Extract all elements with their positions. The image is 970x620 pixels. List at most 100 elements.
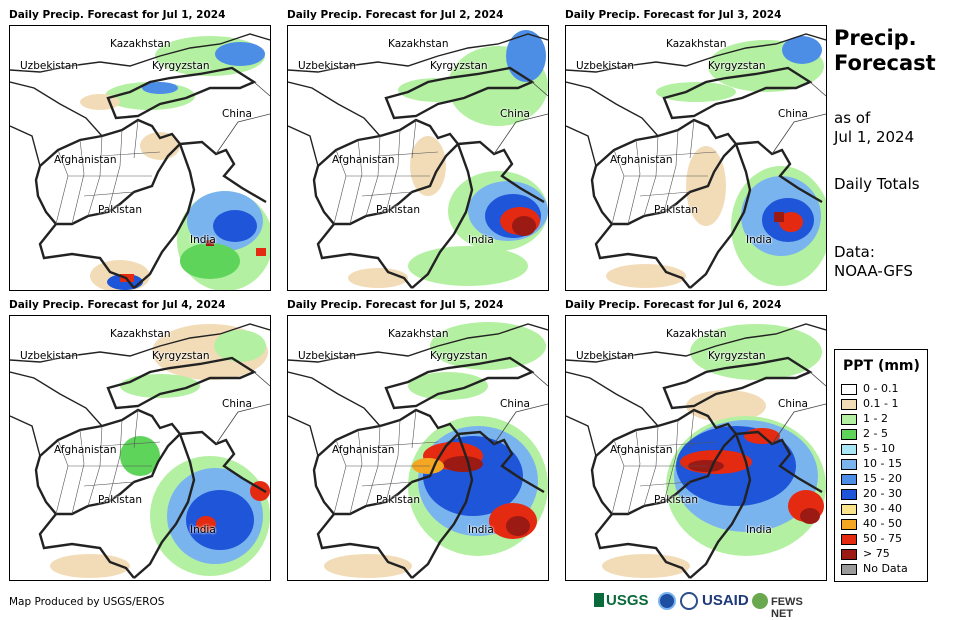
legend-swatch	[841, 428, 857, 440]
label-kyrgyzstan: Kyrgyzstan	[708, 60, 766, 72]
label-kazakhstan: Kazakhstan	[388, 328, 449, 340]
usgs-logo	[594, 593, 604, 607]
label-pakistan: Pakistan	[98, 494, 142, 506]
label-china: China	[778, 108, 808, 120]
legend-swatch	[841, 398, 857, 410]
legend-title: PPT (mm)	[843, 358, 920, 374]
legend-item: 1 - 2	[841, 412, 888, 425]
label-pakistan: Pakistan	[376, 204, 420, 216]
label-pakistan: Pakistan	[98, 204, 142, 216]
panel-title: Daily Precip. Forecast for Jul 5, 2024	[287, 299, 504, 311]
legend-swatch	[841, 503, 857, 515]
label-kazakhstan: Kazakhstan	[110, 328, 171, 340]
legend-label: 50 - 75	[863, 532, 902, 545]
precip-map: Kazakhstan Uzbekistan Kyrgyzstan China A…	[9, 315, 271, 581]
sidebar-title-line2: Forecast	[834, 51, 936, 75]
panel-title: Daily Precip. Forecast for Jul 1, 2024	[9, 9, 226, 21]
sidebar-title: Precip. Forecast	[834, 26, 936, 76]
legend-item: 50 - 75	[841, 532, 902, 545]
as-of-label: as of	[834, 109, 871, 127]
legend-swatch	[841, 443, 857, 455]
legend-label: 1 - 2	[863, 412, 888, 425]
label-kazakhstan: Kazakhstan	[666, 328, 727, 340]
legend: PPT (mm) 0 - 0.1 0.1 - 1 1 - 2 2 - 5 5 - 10 1…	[834, 349, 928, 582]
precip-map: Kazakhstan Uzbekistan Kyrgyzstan China A…	[565, 315, 827, 581]
label-china: China	[778, 398, 808, 410]
label-kyrgyzstan: Kyrgyzstan	[152, 60, 210, 72]
precip-map: Kazakhstan Uzbekistan Kyrgyzstan China A…	[287, 25, 549, 291]
legend-swatch	[841, 383, 857, 395]
legend-label: 0.1 - 1	[863, 397, 899, 410]
data-source-label: Data:	[834, 243, 875, 261]
legend-label: > 75	[863, 547, 890, 560]
label-kyrgyzstan: Kyrgyzstan	[152, 350, 210, 362]
legend-swatch	[841, 548, 857, 560]
label-kyrgyzstan: Kyrgyzstan	[430, 350, 488, 362]
legend-label: 10 - 15	[863, 457, 902, 470]
legend-item: No Data	[841, 562, 908, 575]
forecast-panel-jul-2: Daily Precip. Forecast for Jul 2, 2024 K…	[287, 9, 549, 293]
legend-label: 2 - 5	[863, 427, 888, 440]
footer-credit: Map Produced by USGS/EROS	[9, 596, 165, 608]
label-kyrgyzstan: Kyrgyzstan	[430, 60, 488, 72]
legend-item: 0.1 - 1	[841, 397, 898, 410]
usaid-logo-text: USAID	[702, 592, 749, 609]
forecast-panel-jul-1: Daily Precip. Forecast for Jul 1, 2024 K…	[9, 9, 271, 293]
label-uzbekistan: Uzbekistan	[298, 60, 356, 72]
legend-item: 2 - 5	[841, 427, 888, 440]
precip-map-svg	[566, 322, 826, 580]
precip-map-svg	[288, 322, 548, 580]
legend-label: No Data	[863, 562, 908, 575]
label-kazakhstan: Kazakhstan	[388, 38, 449, 50]
label-afghanistan: Afghanistan	[54, 154, 117, 166]
label-india: India	[746, 234, 772, 246]
usgs-logo-text: USGS	[606, 592, 649, 609]
label-china: China	[500, 108, 530, 120]
legend-item: 0 - 0.1	[841, 382, 898, 395]
legend-swatch	[841, 563, 857, 575]
as-of-date: Jul 1, 2024	[834, 128, 915, 146]
legend-item: 15 - 20	[841, 472, 902, 485]
label-kyrgyzstan: Kyrgyzstan	[708, 350, 766, 362]
label-kazakhstan: Kazakhstan	[110, 38, 171, 50]
label-india: India	[746, 524, 772, 536]
legend-item: 5 - 10	[841, 442, 895, 455]
panel-title: Daily Precip. Forecast for Jul 3, 2024	[565, 9, 782, 21]
label-afghanistan: Afghanistan	[54, 444, 117, 456]
label-india: India	[468, 234, 494, 246]
seal-logo-icon	[680, 592, 698, 610]
label-china: China	[500, 398, 530, 410]
precip-map-svg	[566, 32, 826, 290]
daily-totals-label: Daily Totals	[834, 175, 920, 193]
legend-item: 20 - 30	[841, 487, 902, 500]
label-uzbekistan: Uzbekistan	[20, 60, 78, 72]
panel-title: Daily Precip. Forecast for Jul 4, 2024	[9, 299, 226, 311]
legend-label: 40 - 50	[863, 517, 902, 530]
label-china: China	[222, 398, 252, 410]
precip-map: Kazakhstan Uzbekistan Kyrgyzstan China A…	[9, 25, 271, 291]
legend-swatch	[841, 473, 857, 485]
sidebar-title-line1: Precip.	[834, 26, 917, 50]
legend-swatch	[841, 533, 857, 545]
logo-strip: USGS USAID FEWS NET	[594, 591, 826, 620]
legend-item: 30 - 40	[841, 502, 902, 515]
legend-swatch	[841, 458, 857, 470]
label-afghanistan: Afghanistan	[610, 154, 673, 166]
precip-map: Kazakhstan Uzbekistan Kyrgyzstan China A…	[287, 315, 549, 581]
data-source-value: NOAA-GFS	[834, 262, 913, 280]
label-pakistan: Pakistan	[654, 204, 698, 216]
label-afghanistan: Afghanistan	[332, 444, 395, 456]
legend-label: 20 - 30	[863, 487, 902, 500]
fewsnet-logo-text: FEWS NET	[771, 596, 803, 620]
legend-label: 5 - 10	[863, 442, 895, 455]
legend-label: 0 - 0.1	[863, 382, 899, 395]
label-china: China	[222, 108, 252, 120]
fewsnet-logo-icon	[752, 593, 768, 609]
as-of-block: as of Jul 1, 2024	[834, 109, 914, 147]
precip-map-svg	[288, 30, 548, 290]
forecast-panel-jul-4: Daily Precip. Forecast for Jul 4, 2024 K…	[9, 299, 271, 583]
legend-item: 10 - 15	[841, 457, 902, 470]
legend-swatch	[841, 488, 857, 500]
label-india: India	[468, 524, 494, 536]
legend-item: > 75	[841, 547, 890, 560]
